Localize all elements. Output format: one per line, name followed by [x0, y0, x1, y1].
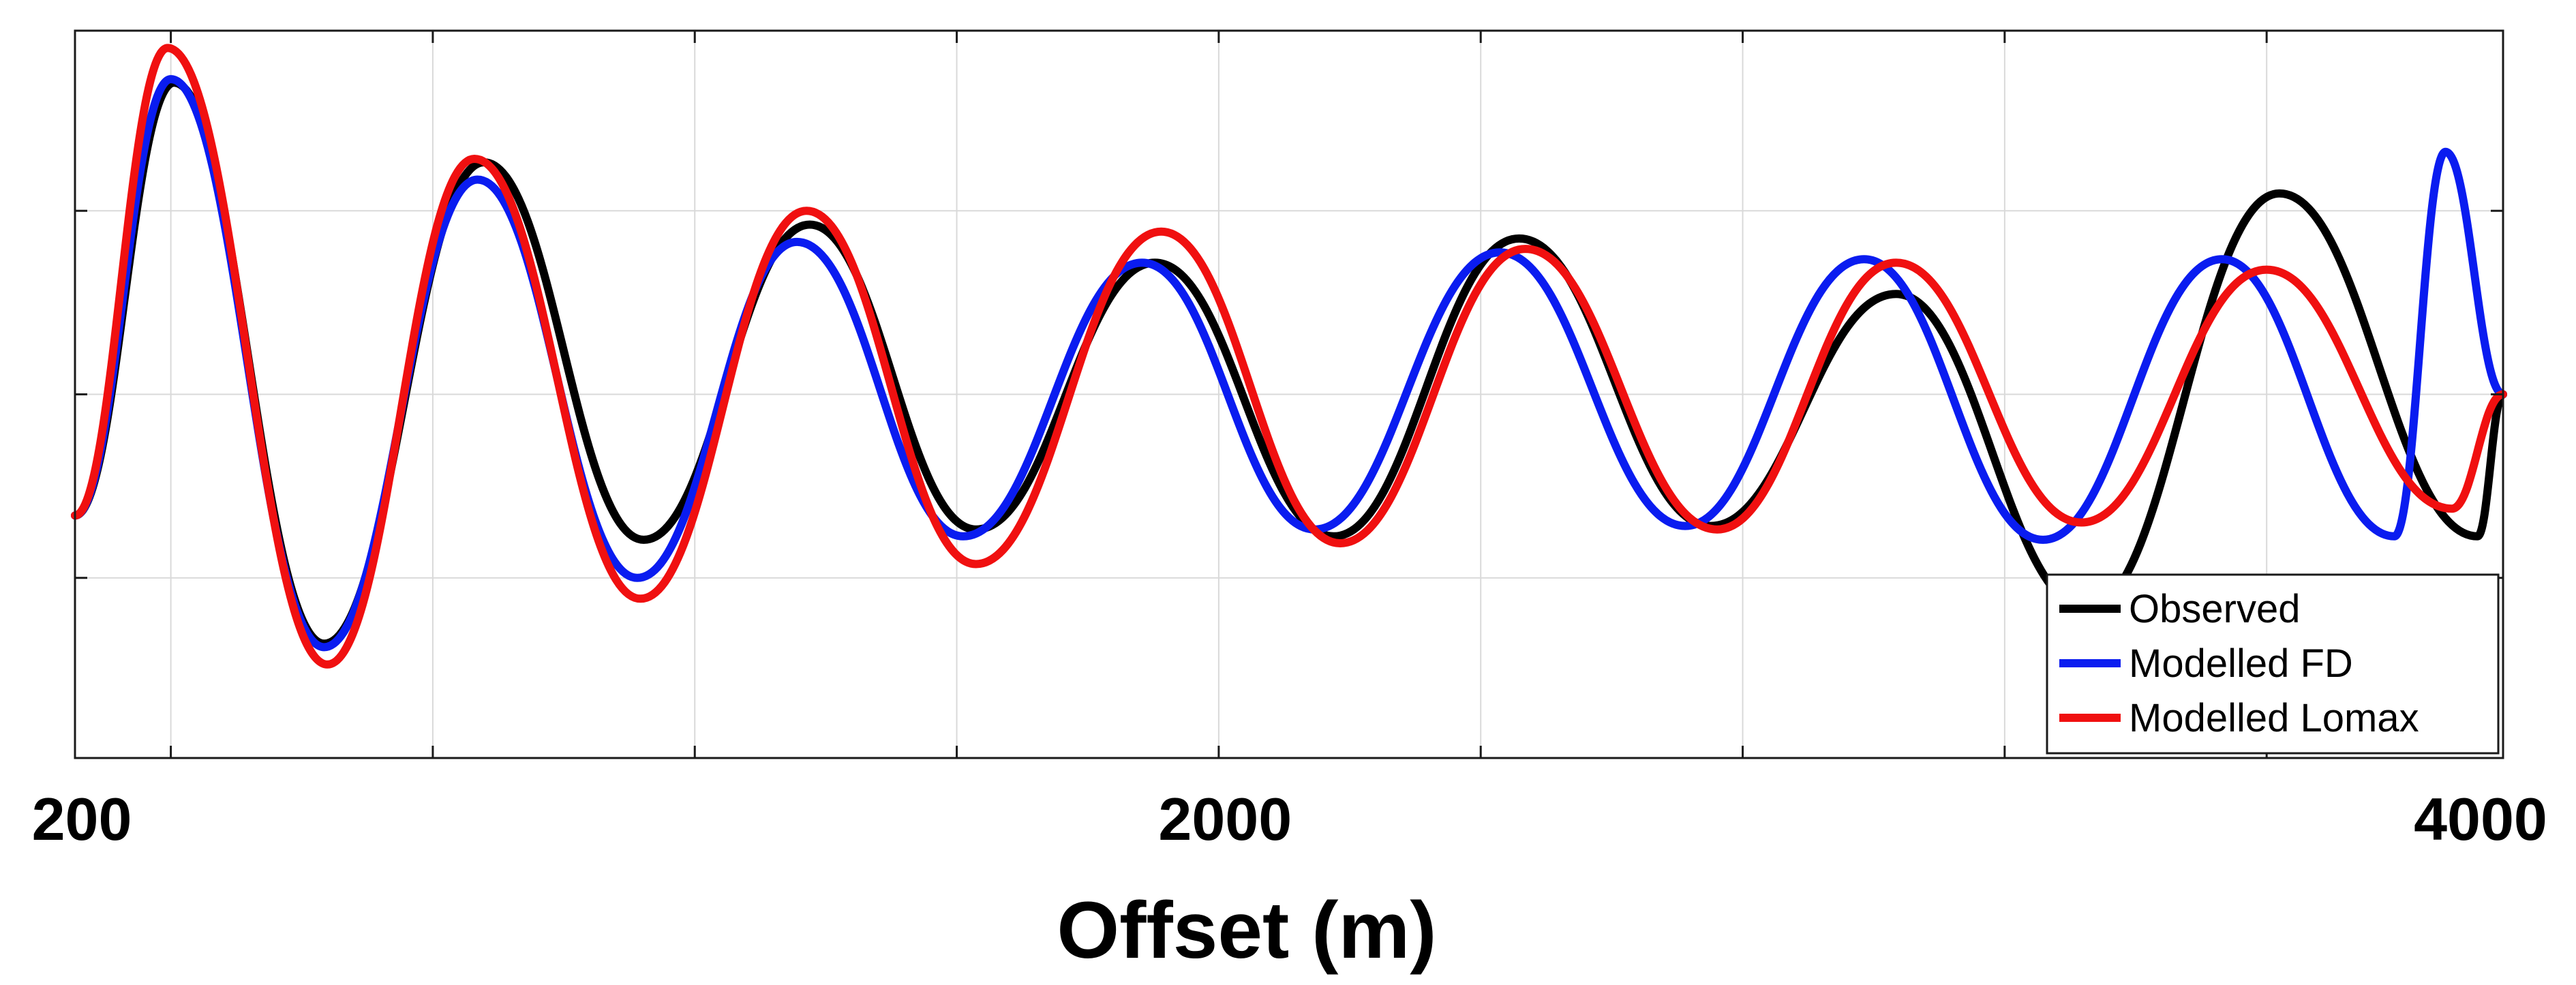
series-line-modelled-lomax: [71, 44, 2507, 669]
legend-label-observed: Observed: [2129, 587, 2300, 631]
series-lines: [71, 44, 2507, 669]
legend-label-modelled-lomax: Modelled Lomax: [2129, 696, 2419, 740]
x-axis-label: Offset (m): [1057, 885, 1436, 975]
x-tick-label: 2000: [1158, 785, 1292, 853]
x-tick-label: 200: [32, 785, 132, 853]
series-line-modelled-fd: [71, 75, 2507, 652]
legend-box: [2046, 573, 2500, 755]
series-line-observed: [71, 78, 2507, 648]
x-tick-labels: 200 2000 4000: [32, 785, 2547, 853]
plot-area-frame: [74, 29, 2504, 759]
legend-label-modelled-fd: Modelled FD: [2129, 641, 2353, 686]
x-tick-label: 4000: [2414, 785, 2547, 853]
legend: Observed Modelled FD Modelled Lomax: [2046, 573, 2500, 755]
